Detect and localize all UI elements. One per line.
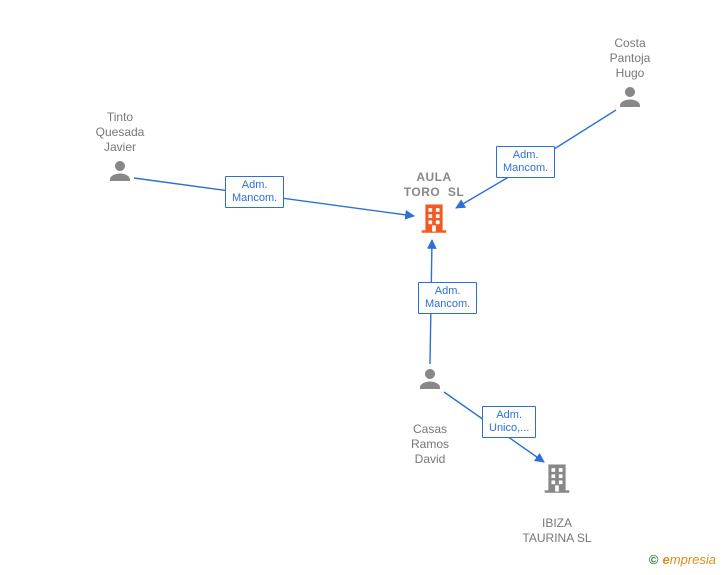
- network-diagram: Tinto Quesada Javier Costa Pantoja Hugo AU…: [0, 0, 728, 575]
- node-label-tinto: Tinto Quesada Javier: [60, 110, 180, 155]
- edge-label-costa-aula: Adm. Mancom.: [496, 146, 555, 178]
- node-tinto[interactable]: Tinto Quesada Javier: [70, 156, 170, 186]
- node-label-costa: Costa Pantoja Hugo: [570, 36, 690, 81]
- edge-label-casas-ibiza: Adm. Unico,...: [482, 406, 536, 438]
- building-icon: [507, 462, 607, 494]
- node-costa[interactable]: Costa Pantoja Hugo: [580, 82, 680, 112]
- footer: © empresia: [649, 552, 716, 567]
- building-icon: [384, 202, 484, 234]
- node-casas[interactable]: Casas Ramos David: [380, 364, 480, 394]
- edge-label-casas-aula: Adm. Mancom.: [418, 282, 477, 314]
- node-label-ibiza: IBIZA TAURINA SL: [497, 516, 617, 546]
- node-aula[interactable]: AULA TORO SL: [384, 202, 484, 234]
- copyright-symbol: ©: [649, 552, 659, 567]
- person-icon: [70, 156, 170, 186]
- brand-name: empresia: [663, 552, 716, 567]
- person-icon: [380, 364, 480, 394]
- edge-label-tinto-aula: Adm. Mancom.: [225, 176, 284, 208]
- person-icon: [580, 82, 680, 112]
- node-ibiza[interactable]: IBIZA TAURINA SL: [507, 462, 607, 494]
- node-label-aula: AULA TORO SL: [374, 170, 494, 200]
- node-label-casas: Casas Ramos David: [370, 422, 490, 467]
